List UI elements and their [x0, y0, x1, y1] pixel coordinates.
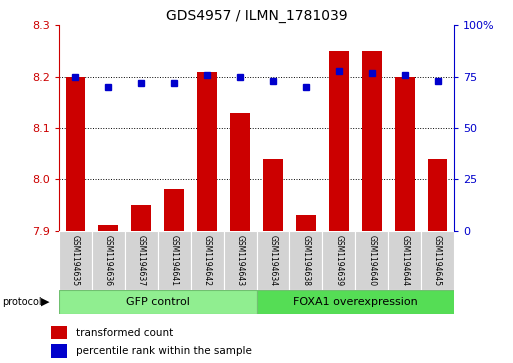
Text: GSM1194637: GSM1194637 [137, 235, 146, 286]
Bar [197, 72, 217, 231]
Bar [158, 231, 191, 290]
Bar [289, 231, 322, 290]
Bar [362, 51, 382, 231]
Text: GSM1194641: GSM1194641 [170, 235, 179, 286]
Bar [256, 290, 454, 314]
Bar [59, 231, 92, 290]
Bar [66, 77, 85, 231]
Bar [322, 231, 355, 290]
Title: GDS4957 / ILMN_1781039: GDS4957 / ILMN_1781039 [166, 9, 347, 23]
Text: GSM1194638: GSM1194638 [301, 235, 310, 286]
Bar [428, 159, 447, 231]
Bar [98, 225, 118, 231]
Bar [256, 231, 289, 290]
Text: ▶: ▶ [41, 297, 50, 307]
Bar [191, 231, 224, 290]
Bar [51, 326, 67, 339]
Bar [230, 113, 250, 231]
Bar [164, 189, 184, 231]
Bar [355, 231, 388, 290]
Bar [59, 290, 256, 314]
Bar [394, 77, 415, 231]
Bar [421, 231, 454, 290]
Bar [125, 231, 158, 290]
Text: GSM1194643: GSM1194643 [235, 235, 245, 286]
Text: GSM1194636: GSM1194636 [104, 235, 113, 286]
Text: transformed count: transformed count [75, 327, 173, 338]
Bar [92, 231, 125, 290]
Bar [263, 159, 283, 231]
Text: GSM1194645: GSM1194645 [433, 235, 442, 286]
Text: GSM1194642: GSM1194642 [203, 235, 212, 286]
Bar [51, 344, 67, 358]
Bar [131, 205, 151, 231]
Text: GSM1194644: GSM1194644 [400, 235, 409, 286]
Text: GSM1194635: GSM1194635 [71, 235, 80, 286]
Text: GSM1194634: GSM1194634 [268, 235, 278, 286]
Bar [296, 215, 315, 231]
Text: GFP control: GFP control [126, 297, 190, 307]
Text: percentile rank within the sample: percentile rank within the sample [75, 346, 251, 356]
Bar [388, 231, 421, 290]
Text: protocol: protocol [3, 297, 42, 307]
Bar [224, 231, 256, 290]
Text: GSM1194639: GSM1194639 [334, 235, 343, 286]
Bar [329, 51, 349, 231]
Text: FOXA1 overexpression: FOXA1 overexpression [293, 297, 418, 307]
Text: GSM1194640: GSM1194640 [367, 235, 376, 286]
